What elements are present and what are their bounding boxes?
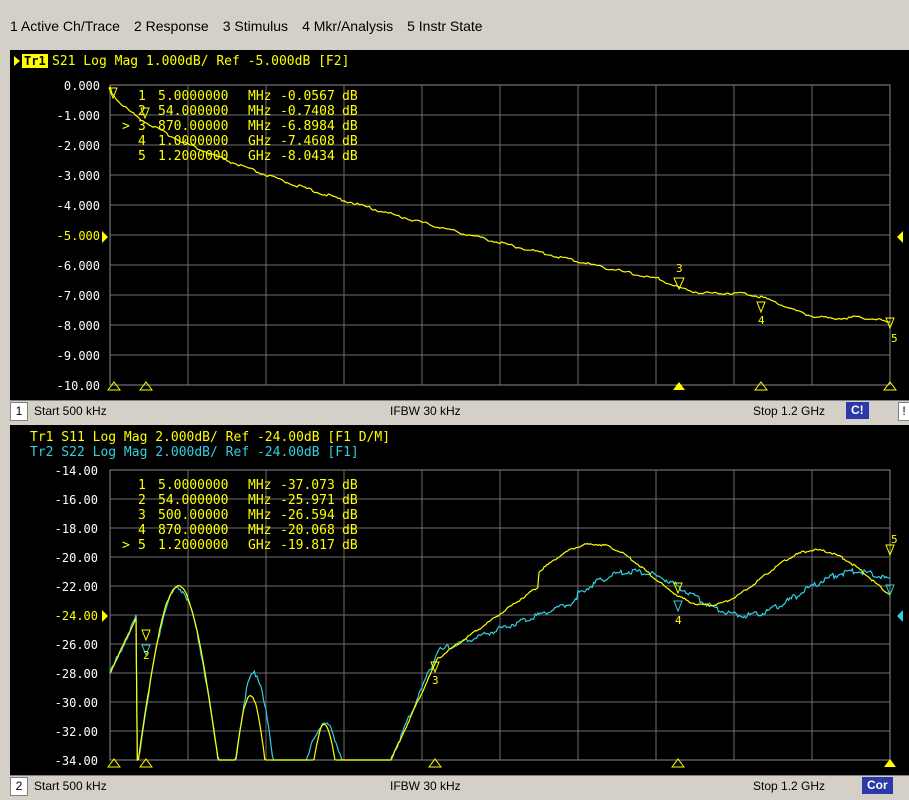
ch2-active-stim-marker-icon (884, 759, 896, 767)
ch2-ylabel: -18.00 (55, 522, 98, 536)
ch1-marker-row: 1 5.0000000 MHz -0.0567 dB (138, 89, 358, 104)
ch2-ylabel: -32.00 (55, 725, 98, 739)
ch1-stop-freq: Stop 1.2 GHz (753, 404, 826, 418)
ch1-ylabel: -3.000 (57, 169, 100, 183)
ch2-marker-5-num: 5 (891, 533, 898, 546)
ch2-ylabel: -14.00 (55, 464, 98, 478)
ch1-marker-3-icon[interactable] (673, 277, 685, 291)
ch1-header: S21 Log Mag 1.000dB/ Ref -5.000dB [F2] (52, 54, 349, 69)
ch1-ylabel: -8.000 (57, 319, 100, 333)
ch1-marker-row: 4 1.0000000 GHz -7.4608 dB (138, 134, 358, 149)
ch2-stim-marker-icon (428, 758, 442, 768)
ch2-tr2-marker-4-icon[interactable] (673, 600, 683, 613)
ch1-ylabel: 0.000 (64, 79, 100, 93)
ch2-ylabel: -28.00 (55, 667, 98, 681)
ch2-ifbw: IFBW 30 kHz (390, 779, 461, 793)
ch2-ylabel: -34.00 (55, 754, 98, 768)
ch2-ylabel: -16.00 (55, 493, 98, 507)
ch2-marker-2-icon[interactable] (141, 629, 151, 642)
menu-bar: 1 Active Ch/Trace 2 Response 3 Stimulus … (0, 0, 909, 44)
ch1-ylabel: -2.000 (57, 139, 100, 153)
menu-stimulus[interactable]: 3 Stimulus (222, 18, 289, 34)
ch1-marker-4-num: 4 (758, 314, 765, 327)
ch2-cor-badge[interactable]: Cor (862, 777, 893, 794)
ch1-trace-s21 (109, 86, 891, 323)
ch2-marker-3-num: 3 (432, 674, 439, 687)
ch2-marker-row: 2 54.000000 MHz -25.971 dB (138, 493, 358, 508)
ch2-ylabel: -20.00 (55, 551, 98, 565)
ch2-marker-4-icon[interactable] (673, 582, 683, 595)
ch1-marker-row: 2 54.000000 MHz -0.7408 dB (138, 104, 358, 119)
ref-level-right-arrow-icon[interactable] (897, 231, 903, 243)
ch2-ylabel: -26.00 (55, 638, 98, 652)
ch2-marker-4-num: 4 (675, 614, 682, 627)
menu-instr-state[interactable]: 5 Instr State (407, 18, 483, 34)
ch2-ylabel-ref: -24.00 (55, 609, 98, 623)
ch1-marker-5-num: 5 (891, 332, 898, 345)
ch2-marker-3-icon[interactable] (430, 661, 440, 674)
channel-1-window[interactable]: Tr1 S21 Log Mag 1.000dB/ Ref -5.000dB [F… (10, 50, 909, 400)
ch2-ylabel: -30.00 (55, 696, 98, 710)
ch2-stim-marker-icon (107, 758, 121, 768)
softkey-menu: 1 Active Ch/Trace 2 Response 3 Stimulus … (10, 18, 497, 34)
ch2-marker-2-num: 2 (143, 649, 150, 662)
ch1-marker-3-num: 3 (676, 262, 683, 275)
ch2-marker-row: 4 870.00000 MHz -20.068 dB (138, 523, 358, 538)
ch1-marker-4-icon[interactable] (756, 301, 766, 314)
ch2-header-tr2: Tr2 S22 Log Mag 2.000dB/ Ref -24.00dB [F… (30, 445, 359, 460)
ch2-tr2-marker-2-icon[interactable] (141, 644, 151, 657)
ch1-start-freq: Start 500 kHz (34, 404, 107, 418)
ch2-number[interactable]: 2 (10, 777, 28, 796)
ch2-stim-marker-icon (139, 758, 153, 768)
ch1-ylabel: -1.000 (57, 109, 100, 123)
ch2-start-freq: Start 500 kHz (34, 779, 107, 793)
ch2-stop-freq: Stop 1.2 GHz (753, 779, 826, 793)
ch1-number[interactable]: 1 (10, 402, 28, 421)
ch1-marker-row: 5 1.2000000 GHz -8.0434 dB (138, 149, 358, 164)
ch1-ylabel: -9.000 (57, 349, 100, 363)
ch1-trace-label: Tr1 (24, 54, 46, 68)
ch2-marker-row: 3 500.00000 MHz -26.594 dB (138, 508, 358, 523)
active-trace-arrow-icon (14, 56, 20, 66)
channel-2-window[interactable]: Tr1 S11 Log Mag 2.000dB/ Ref -24.00dB [F… (10, 425, 909, 775)
menu-mkr-analysis[interactable]: 4 Mkr/Analysis (302, 18, 394, 34)
ch1-stim-marker-icon (139, 381, 153, 391)
ch1-ylabel: -7.000 (57, 289, 100, 303)
ch1-status-bar: 1 Start 500 kHz IFBW 30 kHz Stop 1.2 GHz… (10, 400, 909, 421)
ch1-marker-2-icon[interactable] (140, 107, 150, 120)
ch2-marker-row-active: >5 1.2000000 GHz -19.817 dB (122, 538, 358, 553)
ch2-marker-5-icon[interactable] (885, 544, 895, 557)
ch1-stim-marker-icon (754, 381, 768, 391)
ch1-ifbw: IFBW 30 kHz (390, 404, 461, 418)
menu-response[interactable]: 2 Response (133, 18, 209, 34)
ch2-header-tr1: Tr1 S11 Log Mag 2.000dB/ Ref -24.00dB [F… (30, 430, 390, 445)
ch2-tr2-marker-5-icon[interactable] (885, 584, 895, 597)
ch2-marker-row: 1 5.0000000 MHz -37.073 dB (138, 478, 358, 493)
ch2-stim-marker-icon (671, 758, 685, 768)
ch1-marker-1-icon[interactable] (108, 87, 118, 100)
ch2-trace-s11 (109, 542, 891, 762)
ch1-marker-row-active: >3 870.00000 MHz -6.8984 dB (122, 119, 358, 134)
menu-active-ch-trace[interactable]: 1 Active Ch/Trace (10, 18, 120, 34)
ch2-ylabel: -22.00 (55, 580, 98, 594)
ch1-active-stim-marker-icon (673, 382, 685, 390)
ch2-status-bar: 2 Start 500 kHz IFBW 30 kHz Stop 1.2 GHz… (10, 775, 909, 796)
ch1-ylabel-ref: -5.000 (57, 229, 100, 243)
ch1-ylabel: -4.000 (57, 199, 100, 213)
ch1-ylabel: -10.00 (57, 379, 100, 393)
ch2-ref-left-arrow-icon[interactable] (102, 610, 108, 622)
ch1-ylabel: -6.000 (57, 259, 100, 273)
ch1-cal-badge[interactable]: C! (846, 402, 869, 419)
ch1-stim-marker-icon (107, 381, 121, 391)
active-trace-badge[interactable] (22, 54, 48, 68)
ch1-marker-5-icon[interactable] (885, 317, 895, 330)
ch1-warning-indicator: ! (898, 402, 909, 421)
ch1-stim-marker-icon (883, 381, 897, 391)
ref-level-left-arrow-icon[interactable] (102, 231, 108, 243)
ch2-ref-right-arrow-icon[interactable] (897, 610, 903, 622)
ch1-grid (110, 85, 890, 385)
